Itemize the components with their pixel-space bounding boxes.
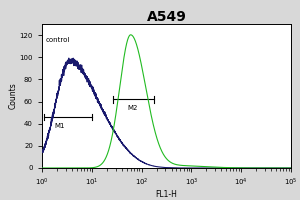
- Text: M2: M2: [128, 105, 138, 111]
- Text: control: control: [46, 37, 70, 43]
- Title: A549: A549: [147, 10, 186, 24]
- Text: M1: M1: [54, 123, 65, 129]
- X-axis label: FL1-H: FL1-H: [156, 190, 177, 199]
- Y-axis label: Counts: Counts: [9, 83, 18, 109]
